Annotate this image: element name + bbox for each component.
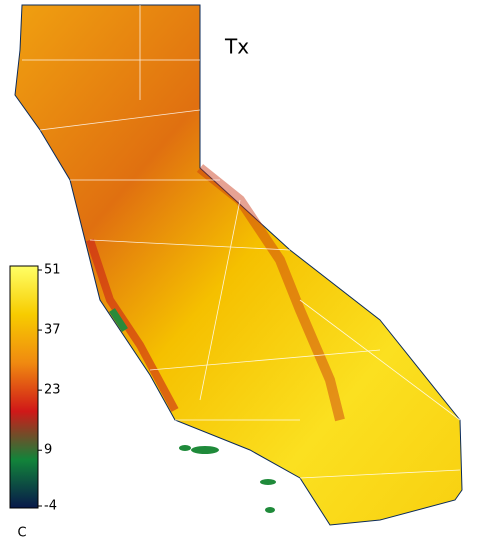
colorbar-tick-label: 37 <box>44 323 61 338</box>
colorbar <box>9 265 39 509</box>
colorbar-unit: C <box>17 526 26 541</box>
colorbar-tick-label: 23 <box>44 383 61 398</box>
colorbar-tick-label: 51 <box>44 263 61 278</box>
colorbar-tick-label: 9 <box>44 443 52 458</box>
colorbar-tick-label: -4 <box>44 499 57 514</box>
state-shape <box>14 4 463 526</box>
map-title: Tx <box>224 35 249 59</box>
